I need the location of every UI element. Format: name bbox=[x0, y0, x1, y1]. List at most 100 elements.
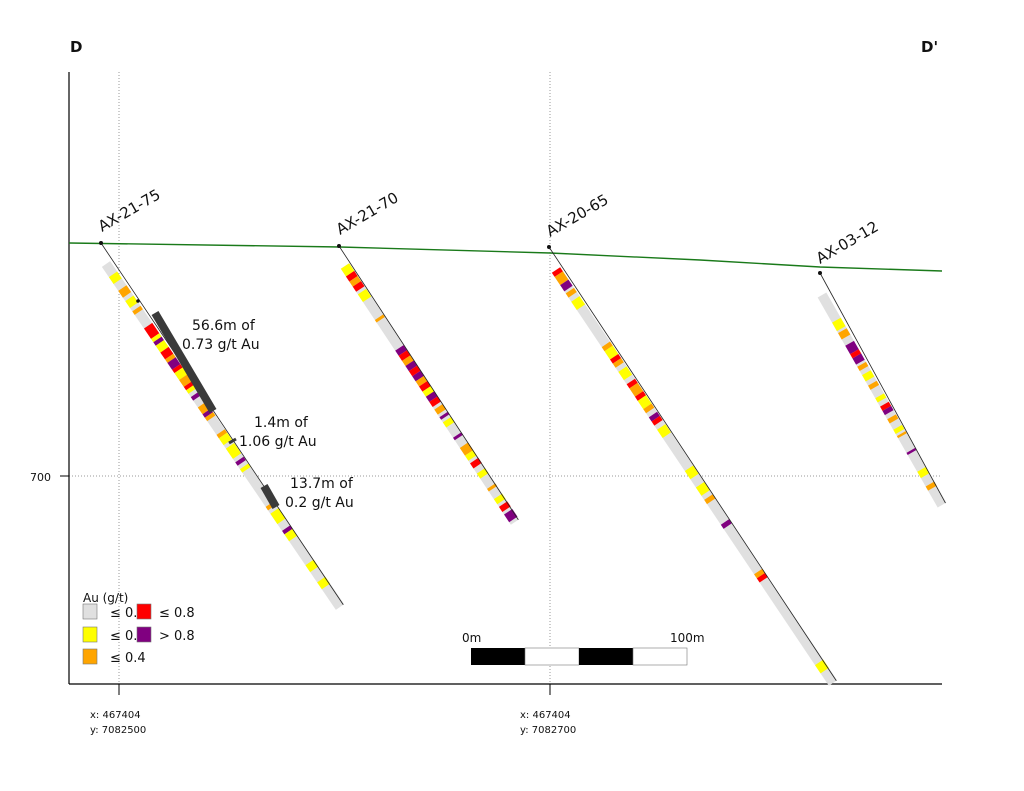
legend-swatch bbox=[136, 626, 152, 643]
assay-interval bbox=[695, 481, 710, 496]
assay-interval bbox=[183, 381, 195, 391]
assay-interval bbox=[174, 367, 188, 381]
assay-interval bbox=[151, 333, 162, 343]
assay-interval bbox=[357, 288, 372, 303]
assay-interval bbox=[470, 457, 482, 469]
assay-interval bbox=[405, 360, 418, 372]
scale-segment bbox=[632, 647, 688, 666]
assay-interval bbox=[565, 287, 577, 298]
section-start-label: D bbox=[70, 38, 82, 56]
assay-interval bbox=[402, 355, 414, 367]
assay-interval bbox=[862, 370, 875, 382]
assay-interval bbox=[612, 358, 624, 368]
assay-interval bbox=[398, 350, 411, 361]
scale-segment bbox=[579, 648, 633, 665]
assay-interval bbox=[832, 317, 846, 332]
assay-interval bbox=[155, 340, 169, 353]
legend-swatch bbox=[82, 603, 98, 620]
assay-interval bbox=[374, 314, 385, 323]
assay-interval bbox=[143, 322, 160, 339]
assay-interval bbox=[349, 276, 362, 287]
assay-interval bbox=[395, 345, 407, 356]
assay-interval bbox=[626, 378, 638, 389]
drill-hole-trace bbox=[338, 245, 519, 521]
assay-interval bbox=[498, 501, 511, 512]
tick-x-coordinate: x: 467404 bbox=[90, 710, 141, 721]
assay-interval bbox=[434, 404, 447, 415]
collar-marker bbox=[337, 244, 341, 248]
assay-interval bbox=[459, 442, 474, 456]
assay-interval bbox=[345, 270, 358, 282]
collar-marker bbox=[547, 245, 551, 249]
intercept-grade: 0.73 g/t Au bbox=[182, 337, 260, 353]
assay-interval bbox=[425, 391, 438, 402]
intercept-bar bbox=[151, 310, 217, 414]
intercept-length: 56.6m of bbox=[192, 318, 256, 334]
tick-y-coordinate: y: 7082500 bbox=[90, 725, 146, 736]
assay-interval bbox=[204, 412, 216, 422]
collar-marker bbox=[99, 241, 103, 245]
assay-interval bbox=[845, 340, 859, 355]
intercept-grade: 0.2 g/t Au bbox=[285, 495, 354, 511]
assay-interval bbox=[906, 447, 917, 455]
hole-label: AX-21-75 bbox=[95, 185, 164, 235]
assay-interval bbox=[429, 396, 441, 408]
assay-interval bbox=[165, 353, 176, 363]
assay-interval bbox=[637, 395, 652, 410]
assay-interval bbox=[118, 285, 132, 298]
assay-interval bbox=[720, 519, 732, 529]
section-end-label: D' bbox=[921, 38, 938, 56]
assay-interval bbox=[648, 411, 660, 422]
legend-swatch bbox=[136, 603, 152, 620]
assay-interval bbox=[880, 401, 892, 411]
assay-interval bbox=[317, 576, 331, 590]
intercept-length: 1.4m of bbox=[254, 415, 309, 431]
hole-label: AX-03-12 bbox=[813, 217, 882, 267]
assay-interval bbox=[868, 380, 880, 390]
assay-interval bbox=[190, 391, 202, 401]
assay-interval bbox=[282, 525, 293, 535]
assay-interval bbox=[235, 456, 246, 466]
assay-interval bbox=[610, 353, 622, 364]
legend-swatch bbox=[82, 648, 98, 665]
assay-interval bbox=[601, 341, 613, 352]
assay-interval bbox=[814, 659, 829, 674]
assay-interval bbox=[132, 305, 143, 315]
assay-interval bbox=[554, 271, 569, 286]
drill-holes bbox=[99, 241, 947, 686]
assay-interval bbox=[875, 393, 887, 403]
assay-interval bbox=[551, 267, 563, 277]
assay-interval bbox=[167, 357, 181, 370]
legend-label: ≤ 0.8 bbox=[159, 606, 195, 621]
tick-x-coordinate: x: 467404 bbox=[520, 710, 571, 721]
assay-interval bbox=[153, 336, 164, 346]
scale-start-label: 0m bbox=[462, 631, 481, 645]
assay-interval bbox=[925, 481, 937, 491]
assay-interval bbox=[618, 366, 633, 381]
assay-interval bbox=[756, 572, 768, 583]
assay-interval bbox=[202, 408, 214, 418]
assay-interval bbox=[487, 483, 498, 492]
assay-interval bbox=[408, 365, 421, 377]
assay-interval bbox=[352, 281, 365, 292]
assay-interval bbox=[560, 279, 573, 292]
assay-interval bbox=[643, 403, 655, 414]
intercept-length: 13.7m of bbox=[290, 476, 354, 492]
assay-interval bbox=[604, 345, 619, 360]
legend-label: ≤ 0.4 bbox=[110, 651, 146, 666]
assay-interval bbox=[270, 508, 286, 525]
assay-interval bbox=[340, 263, 355, 277]
assay-interval bbox=[225, 442, 242, 459]
intercept-bar bbox=[260, 484, 280, 509]
intercept-bar bbox=[228, 437, 237, 445]
assay-interval bbox=[412, 370, 424, 382]
assay-interval bbox=[917, 466, 930, 479]
assay-interval bbox=[172, 364, 183, 374]
legend-title: Au (g/t) bbox=[83, 591, 128, 605]
assay-interval bbox=[684, 465, 699, 480]
assay-interval bbox=[887, 414, 899, 424]
assay-interval bbox=[657, 424, 671, 438]
legend: Au (g/t) ≤ 0.1 ≤ 0.2 ≤ 0.4 ≤ 0.8 > 0.8 bbox=[82, 591, 195, 666]
assay-interval bbox=[108, 271, 122, 284]
assay-interval bbox=[857, 361, 869, 371]
